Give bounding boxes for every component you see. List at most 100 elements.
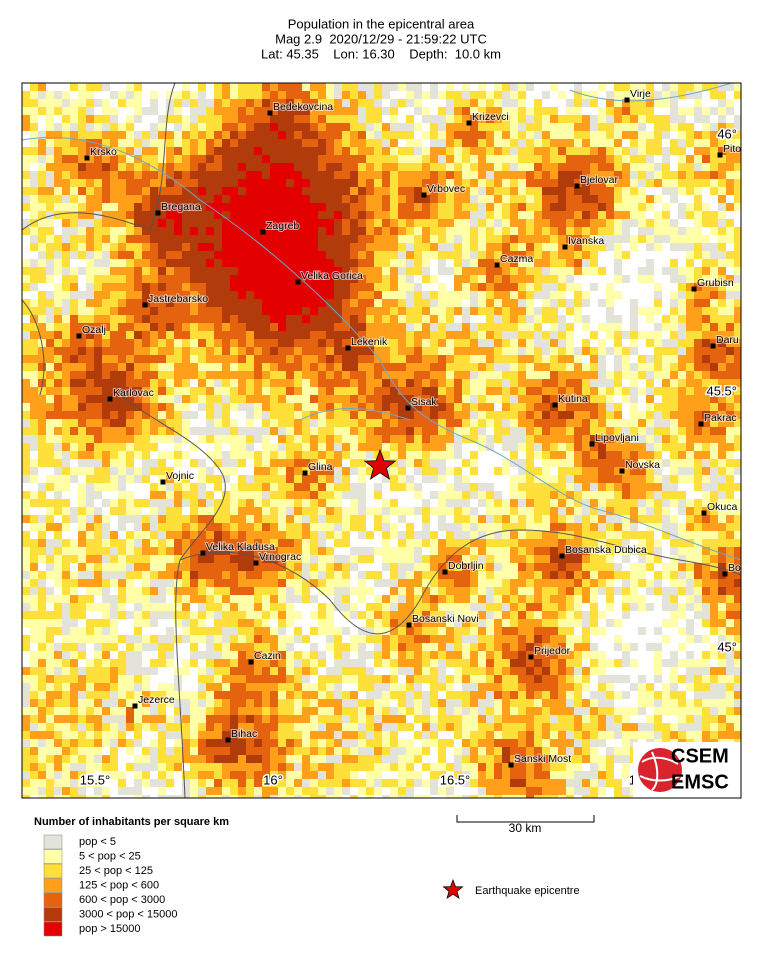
lon-label: 16.5°	[440, 772, 471, 787]
legend-swatch	[43, 907, 63, 922]
place-label: Daru	[716, 334, 739, 346]
place-marker	[701, 510, 707, 516]
legend-label: pop > 15000	[79, 923, 140, 935]
place-marker	[76, 333, 82, 339]
border	[179, 529, 741, 635]
place-label: Bregana	[161, 201, 201, 213]
place-marker	[225, 737, 231, 743]
legend-star	[442, 878, 464, 900]
place-label: Lipovljani	[595, 432, 639, 444]
place-marker	[406, 622, 412, 628]
border	[22, 299, 226, 798]
map: Bedekovcina Krizevci Virje Krsko Pito Bjelova…	[22, 83, 741, 798]
place-label: Krsko	[90, 146, 117, 158]
place-label: Cazin	[254, 650, 281, 662]
legend-label: 5 < pop < 25	[79, 850, 141, 862]
place-marker	[552, 402, 558, 408]
legend-swatch	[43, 878, 63, 893]
place-marker	[160, 479, 166, 485]
population-layer	[70, 99, 741, 787]
place-marker	[562, 244, 568, 250]
place-marker	[345, 345, 351, 351]
population-layer	[158, 123, 342, 331]
place-marker	[624, 97, 630, 103]
place-label: Virje	[630, 88, 651, 100]
place-marker	[508, 762, 514, 768]
place-marker	[559, 553, 565, 559]
epicentre-marker	[363, 448, 397, 480]
logo-globe-lines	[639, 751, 681, 791]
place-marker	[698, 421, 704, 427]
place-label: Okuca	[707, 501, 738, 513]
lon-label: 16°	[263, 772, 283, 787]
place-marker	[84, 155, 90, 161]
place-marker	[405, 405, 411, 411]
legend-label: 125 < pop < 600	[79, 879, 159, 891]
place-label: Kutina	[558, 393, 588, 405]
legend-title: Number of inhabitants per square km	[34, 816, 229, 828]
place-label: Pito	[723, 143, 741, 155]
river	[299, 83, 734, 421]
place-label: Cazma	[500, 253, 533, 265]
place-label: Bosanski Novi	[412, 613, 479, 625]
legend-label: 3000 < pop < 15000	[79, 908, 177, 920]
place-label: Bjelovar	[580, 174, 618, 186]
place-label: Ozalj	[82, 324, 106, 336]
legend-label: 600 < pop < 3000	[79, 894, 165, 906]
place-marker	[421, 192, 427, 198]
place-marker	[466, 120, 472, 126]
logo-top: CSEM	[671, 745, 729, 767]
place-marker	[494, 262, 500, 268]
scale-bar	[456, 815, 595, 823]
population-layer	[22, 83, 741, 798]
place-marker	[710, 343, 716, 349]
legend-label: 25 < pop < 125	[79, 865, 153, 877]
place-marker	[691, 286, 697, 292]
place-label: Velika Gorica	[301, 270, 363, 282]
place-label: Lekenik	[351, 336, 388, 348]
place-label: Novska	[625, 459, 660, 471]
place-marker	[200, 550, 206, 556]
place-label: Zagreb	[266, 220, 299, 232]
lat-label: 45°	[717, 639, 737, 654]
population-layer	[22, 83, 741, 798]
place-label: Jastrebarsko	[148, 293, 208, 305]
lat-label: 46°	[717, 126, 737, 141]
place-marker	[528, 654, 534, 660]
river	[22, 137, 741, 561]
place-label: Vrbovec	[427, 183, 465, 195]
place-label: Jezerce	[138, 694, 175, 706]
population-layer	[38, 83, 741, 798]
border	[22, 83, 176, 231]
place-marker	[253, 560, 259, 566]
place-label: Sisak	[411, 396, 437, 408]
event-info: Mag 2.9 2020/12/29 - 21:59:22 UTC	[275, 31, 487, 46]
place-marker	[574, 183, 580, 189]
place-label: Ivanska	[568, 235, 604, 247]
place-label: Bedekovcina	[273, 101, 333, 113]
place-marker	[295, 279, 301, 285]
legend-label: pop < 5	[79, 836, 116, 848]
place-marker	[132, 703, 138, 709]
logo-bottom: EMSC	[671, 771, 729, 793]
map-frame	[21, 82, 742, 799]
legend-swatch	[43, 834, 63, 850]
place-marker	[267, 110, 273, 116]
legend-epicentre: Earthquake epicentre	[475, 885, 580, 897]
place-label: Bosanska Dubica	[565, 544, 647, 556]
place-marker	[619, 468, 625, 474]
place-marker	[260, 229, 266, 235]
title: Population in the epicentral area	[288, 16, 475, 31]
place-marker	[155, 210, 161, 216]
place-label: Vojnic	[166, 470, 194, 482]
place-label: Bihac	[231, 728, 257, 740]
place-label: Dobrljin	[448, 560, 484, 572]
place-marker	[442, 569, 448, 575]
place-label: Glina	[308, 461, 333, 473]
place-marker	[722, 571, 728, 577]
place-label: Sanski Most	[514, 753, 571, 765]
place-marker	[107, 396, 113, 402]
legend-swatch	[43, 892, 63, 908]
place-label: Vrnograc	[259, 551, 301, 563]
